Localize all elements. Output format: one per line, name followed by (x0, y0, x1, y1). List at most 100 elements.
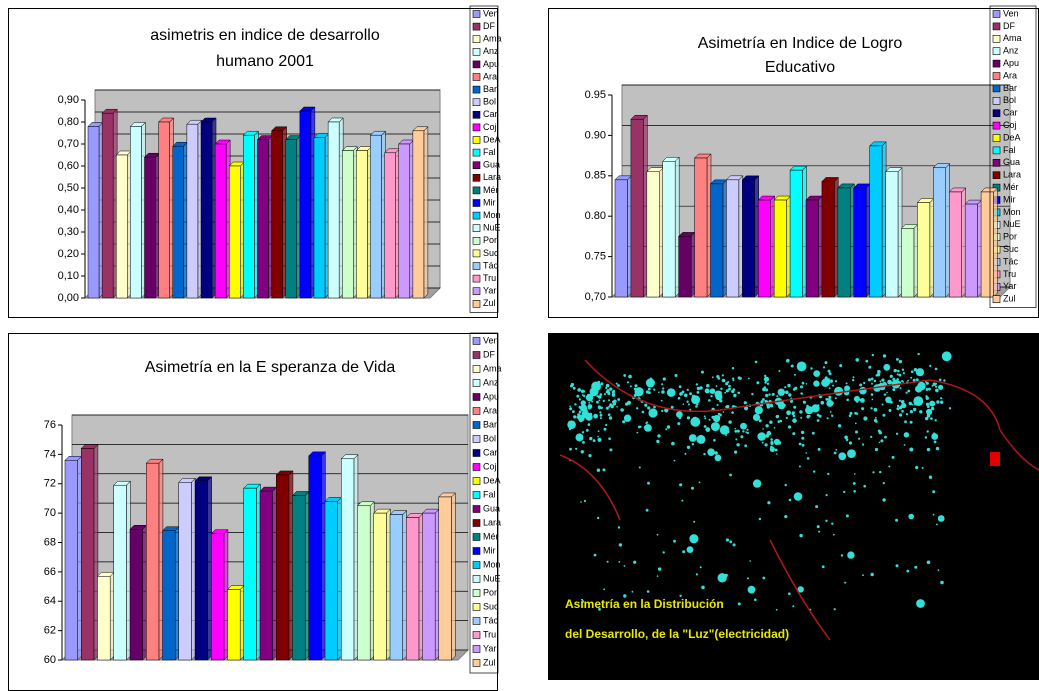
map-light (657, 434, 661, 438)
map-light (580, 501, 582, 503)
legend-swatch (472, 659, 481, 667)
legend-swatch (472, 199, 481, 207)
map-light (873, 384, 881, 392)
map-light (898, 399, 902, 402)
map-light (575, 433, 584, 442)
map-light (800, 430, 805, 435)
legend-label: Mir (483, 545, 496, 555)
map-light (732, 379, 735, 382)
map-light (829, 411, 832, 413)
map-light (833, 451, 837, 455)
map-light (665, 428, 668, 431)
map-light (653, 388, 656, 391)
y-tick-label: 0,00 (58, 292, 79, 304)
map-light (719, 425, 730, 435)
map-light (653, 405, 656, 409)
map-light (673, 459, 676, 462)
map-light (853, 395, 860, 402)
bar (406, 517, 420, 661)
map-light (611, 393, 616, 397)
map-light (721, 374, 724, 377)
map-light (865, 359, 869, 363)
legend-swatch (992, 109, 1001, 117)
map-light (799, 410, 803, 414)
map-light (650, 384, 654, 387)
map-light (811, 431, 815, 435)
map-light (695, 573, 699, 576)
map-light (784, 483, 787, 487)
map-light (849, 411, 853, 415)
bar (901, 228, 915, 298)
legend-swatch (472, 287, 481, 296)
map-light (677, 422, 681, 426)
map-light (896, 378, 899, 381)
map-light (879, 380, 882, 383)
map-light (943, 379, 946, 382)
bar (917, 202, 931, 298)
map-light (724, 573, 728, 578)
bar (186, 123, 199, 299)
map-light (732, 388, 736, 391)
map-light (887, 379, 892, 385)
map-light (926, 387, 928, 390)
legend-swatch (472, 645, 481, 653)
map-light (862, 574, 864, 577)
map-light (878, 441, 881, 444)
legend-label: Por (483, 587, 497, 597)
map-light (758, 411, 761, 414)
map-borders (559, 359, 1039, 641)
legend-label: Suc (1003, 244, 1019, 254)
map-light (930, 406, 935, 411)
map-light (679, 483, 683, 487)
map-light (699, 386, 703, 390)
legend-label: Tác (483, 615, 499, 625)
map-light (589, 436, 593, 441)
map-light (909, 447, 914, 452)
map-light (757, 432, 766, 441)
legend-swatch (472, 148, 481, 157)
map-light (662, 551, 665, 554)
map-light (931, 433, 939, 440)
legend-label: Car (483, 447, 498, 457)
map-light (651, 410, 657, 415)
map-light (649, 377, 653, 381)
map-light (698, 481, 701, 484)
map-light (938, 384, 944, 390)
map-light (870, 377, 874, 381)
map-light (891, 455, 895, 459)
map-light (799, 533, 803, 538)
map-light (711, 415, 715, 419)
map-light (686, 416, 691, 420)
map-light (734, 427, 736, 430)
map-light (801, 443, 805, 447)
legend-swatch (992, 97, 1001, 105)
y-tick-label: 0,70 (58, 138, 79, 150)
map-light (768, 393, 771, 396)
legend-label: Ara (483, 405, 497, 415)
legend-label: Ven (1003, 8, 1019, 18)
legend-label: Ama (483, 34, 502, 44)
map-light (861, 407, 865, 411)
map-light (689, 534, 699, 544)
map-light (798, 465, 801, 468)
map-light (682, 403, 685, 406)
map-light (935, 446, 940, 451)
map-light (748, 377, 750, 380)
map-light (646, 421, 649, 424)
map-light (729, 473, 732, 477)
bar (758, 199, 771, 298)
map-light (926, 430, 929, 433)
map-light (745, 431, 748, 434)
map-light (656, 533, 659, 536)
map-light (889, 374, 893, 378)
map-light (827, 378, 830, 382)
bar (158, 121, 170, 299)
bar (101, 112, 114, 299)
legend-swatch (472, 22, 481, 31)
bar (869, 145, 883, 298)
map-light (577, 415, 585, 422)
map-light (933, 432, 936, 435)
legend-box (469, 332, 499, 674)
map-light (740, 422, 747, 430)
map-caption: Asimetría en la Distribución (565, 597, 724, 611)
